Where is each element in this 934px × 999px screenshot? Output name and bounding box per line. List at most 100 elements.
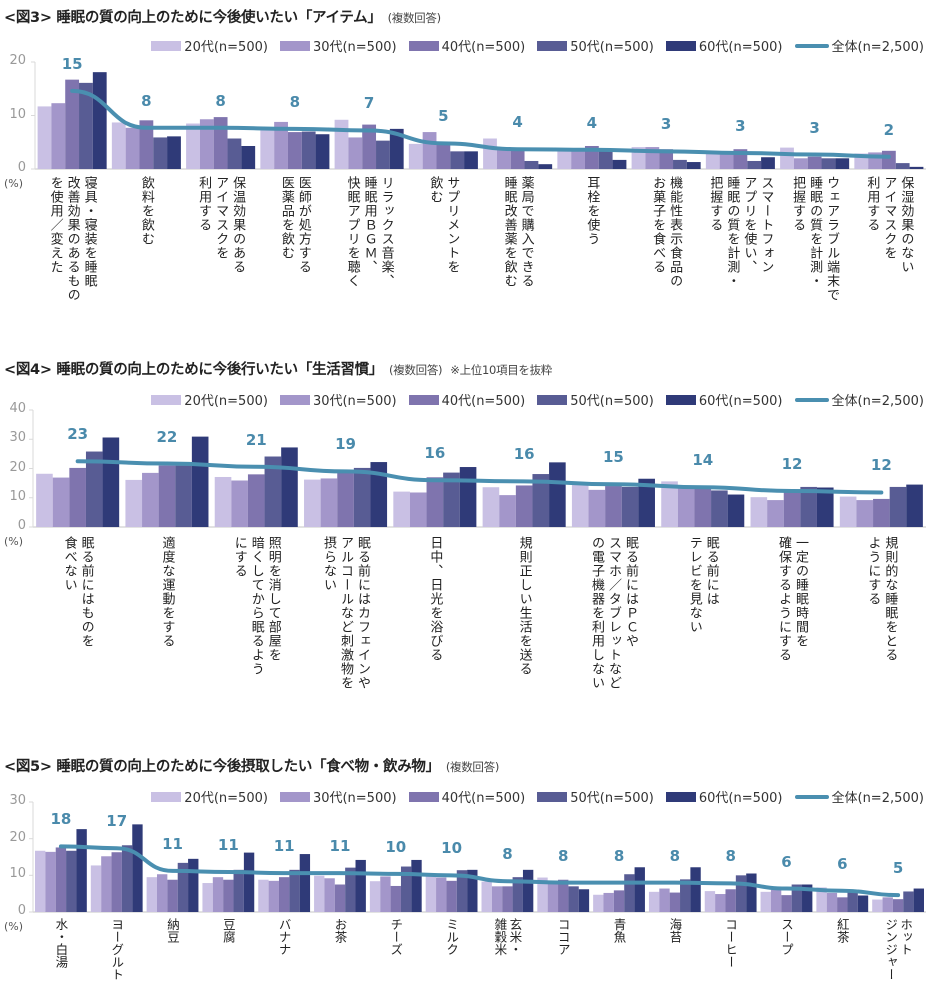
x-axis-label: 機能性表示食品の お菓子を食べる (629, 176, 703, 288)
legend-label: 60代(n=500) (698, 394, 783, 409)
x-axis-label: 日中、日光を浴びる (390, 536, 479, 662)
x-axis-label-text: 眠る前には テレビを見ない (686, 536, 719, 634)
overall-data-label: 11 (273, 837, 295, 856)
x-axis-label-text: 飲料を飲む (138, 176, 154, 246)
bar-40代 (613, 890, 625, 912)
bar-30代 (677, 487, 695, 527)
bar-20代 (393, 491, 410, 527)
bar-20代 (425, 875, 437, 912)
overall-data-label: 8 (502, 845, 513, 864)
bar-30代 (793, 158, 808, 169)
y-axis-unit: (%) (4, 535, 24, 548)
bar-60代 (132, 824, 143, 912)
bar-60代 (467, 869, 478, 912)
legend-swatch (665, 791, 696, 802)
x-axis-label: 規則的な睡眠をとる ようにする (837, 536, 926, 662)
bar-60代 (686, 162, 701, 169)
overall-data-label: 10 (385, 837, 407, 856)
bar-30代 (409, 492, 427, 527)
bar-30代 (856, 500, 874, 527)
bar-20代 (537, 877, 548, 912)
bar-20代 (186, 123, 200, 169)
bar-20代 (260, 128, 275, 169)
bar-50代 (532, 474, 550, 527)
bar-50代 (376, 140, 390, 169)
legend-item: 40代(n=500) (408, 390, 525, 409)
plot-area (31, 61, 926, 170)
legend-swatch (279, 40, 310, 51)
bar-20代 (111, 122, 126, 169)
bar-40代 (892, 899, 904, 912)
bar-60代 (370, 462, 388, 527)
bar-60代 (315, 134, 330, 169)
x-axis-label: 玄米・ 雑穀米 (480, 918, 536, 956)
bar-40代 (362, 124, 377, 169)
bar-60代 (857, 895, 869, 912)
bar-60代 (464, 151, 478, 169)
legend-item: 全体(n=2,500) (794, 390, 924, 409)
legend-swatch (665, 40, 696, 51)
legend-label: 50代(n=500) (570, 394, 654, 409)
y-tick-label: 10 (9, 866, 26, 882)
legend-swatch (151, 791, 182, 802)
legend-swatch (537, 40, 568, 51)
bar-60代 (802, 884, 813, 912)
x-axis-label: 眠る前には テレビを見ない (658, 536, 747, 634)
bar-60代 (76, 829, 87, 912)
legend-item: 50代(n=500) (537, 390, 654, 409)
legend-label: 40代(n=500) (441, 791, 526, 806)
legend-swatch (408, 40, 439, 51)
bar-60代 (835, 158, 850, 169)
bar-30代 (496, 147, 511, 169)
bar-50代 (443, 472, 460, 527)
plot-area (29, 801, 926, 913)
bar-40代 (510, 149, 525, 169)
bar-30代 (770, 889, 782, 912)
bar-50代 (680, 879, 691, 912)
x-axis-label: リラックス音楽、 睡眠用ＢＧＭ、 快眠アプリを聴く (332, 176, 406, 288)
overall-data-label: 3 (660, 115, 672, 134)
legend-swatch (151, 394, 182, 405)
legend-item: 30代(n=500) (279, 390, 397, 409)
y-tick-label: 20 (9, 459, 26, 475)
x-axis-label: 眠る前にはカフェインや アルコールなど刺激物を 摂らない (301, 536, 390, 690)
bar-30代 (588, 489, 606, 527)
legend-label: 20代(n=500) (184, 394, 268, 409)
bar-40代 (65, 79, 80, 169)
bar-30代 (882, 897, 893, 912)
bar-20代 (839, 496, 857, 527)
x-axis-label: 薬局で購入できる 睡眠改善薬を飲む (481, 176, 555, 288)
overall-data-label: 11 (329, 837, 351, 856)
x-axis-label-text: 眠る前にはＰＣや スマホ／タブレットなど の電子機器を利用しない (588, 536, 638, 690)
overall-data-label: 4 (512, 113, 523, 132)
bar-20代 (36, 473, 53, 527)
x-axis-label: 寝具・寝装を睡眠 改善効果のあるもの を使用／変えた (35, 176, 109, 302)
legend-line (794, 794, 829, 799)
bar-30代 (571, 149, 585, 169)
y-tick-label: 0 (17, 903, 26, 918)
bar-60代 (355, 859, 366, 912)
bar-50代 (821, 158, 836, 169)
bar-60代 (638, 478, 655, 527)
chart-title-text: <図4> 睡眠の質の向上のために今後行いたい「生活習慣」 (4, 362, 384, 378)
y-tick-label: 20 (9, 53, 26, 68)
bar-50代 (847, 889, 858, 912)
x-axis-label-text: 適度な運動をする (159, 536, 175, 648)
x-axis-label: お茶 (312, 918, 368, 943)
bar-40代 (659, 149, 674, 169)
x-axis-label: コーヒー (703, 918, 759, 968)
bar-20代 (314, 875, 325, 912)
bar-30代 (767, 500, 784, 527)
bar-30代 (320, 478, 338, 527)
bar-50代 (800, 486, 817, 527)
bar-60代 (913, 888, 924, 912)
overall-data-label: 8 (141, 91, 152, 110)
legend-label: 20代(n=500) (184, 40, 268, 55)
bar-50代 (400, 866, 412, 912)
bar-50代 (624, 874, 635, 912)
x-axis-label-text: サプリメントを 飲む (427, 176, 460, 274)
overall-data-label: 12 (781, 455, 803, 474)
overall-data-label: 8 (289, 92, 301, 111)
x-axis-label: 一定の睡眠時間を 確保するようにする (747, 536, 836, 662)
overall-data-label: 3 (735, 116, 746, 135)
